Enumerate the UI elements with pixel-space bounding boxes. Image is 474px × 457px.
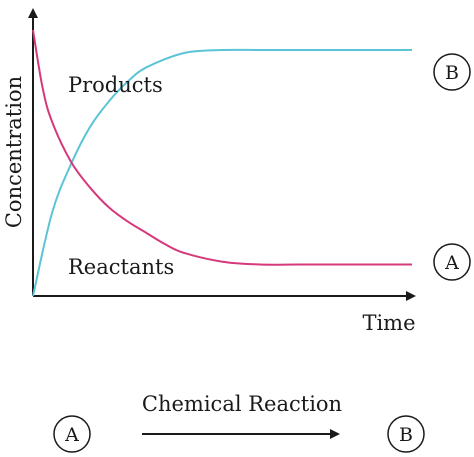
product-circle-label: B [399, 424, 413, 446]
end-marker-b-label: B [445, 62, 459, 84]
y-axis-label: Concentration [2, 76, 26, 228]
reactant-circle-label: A [64, 424, 79, 446]
series-line-reactants [32, 29, 412, 266]
end-marker-a-label: A [444, 252, 459, 274]
reactant-circle [53, 415, 91, 453]
reaction-scheme: A Chemical Reaction B [53, 392, 425, 453]
series-label-products: Products [68, 73, 163, 97]
end-marker-b: B [433, 53, 471, 91]
product-circle [387, 415, 425, 453]
reaction-label: Chemical Reaction [142, 392, 342, 416]
end-marker-a: A [433, 243, 471, 281]
series-line-products [32, 48, 412, 297]
x-axis-label: Time [362, 311, 415, 335]
series-label-reactants: Reactants [68, 255, 174, 279]
